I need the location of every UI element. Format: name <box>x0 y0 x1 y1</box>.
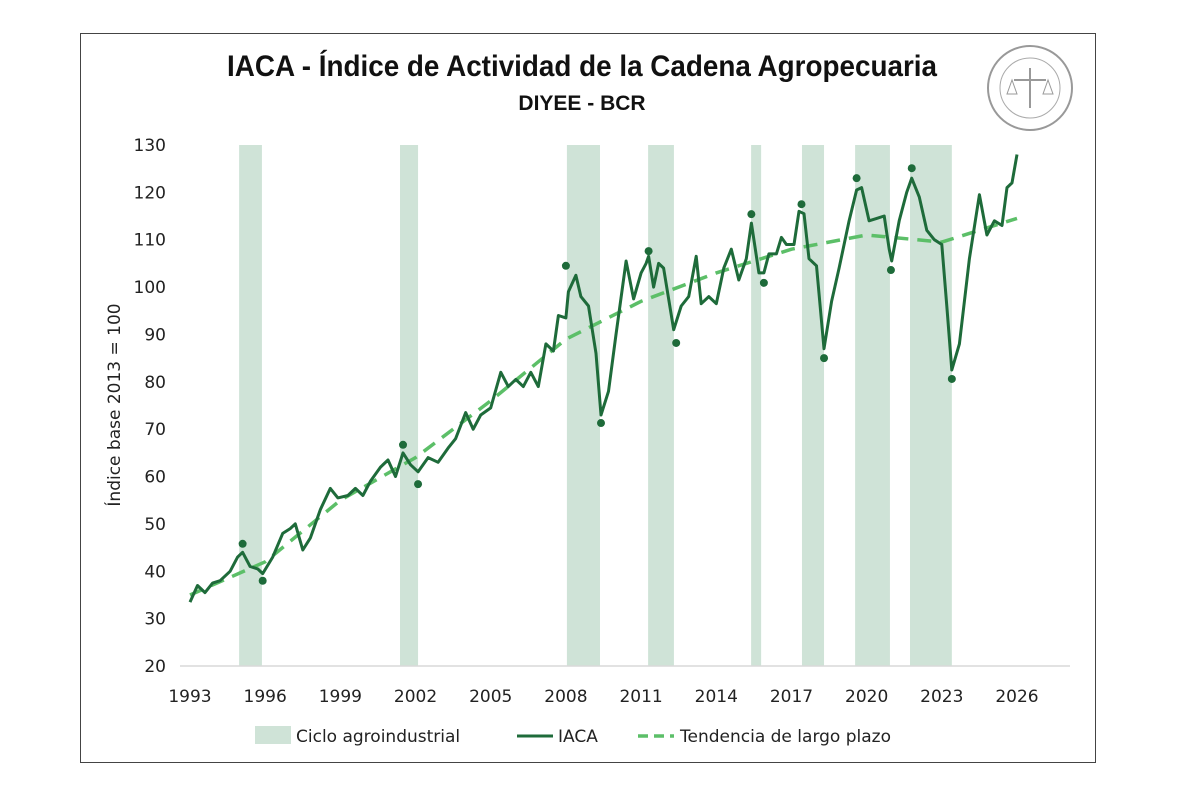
x-tick-label: 1999 <box>319 687 362 707</box>
y-tick-label: 120 <box>134 183 166 203</box>
legend-label-cycle: Ciclo agroindustrial <box>296 727 460 747</box>
y-tick-label: 90 <box>144 325 166 345</box>
x-tick-label: 2026 <box>995 687 1038 707</box>
turning-point-marker <box>907 164 916 173</box>
x-tick-label: 2002 <box>394 687 437 707</box>
x-tick-label: 2005 <box>469 687 512 707</box>
cycle-band <box>648 145 674 666</box>
x-tick-label: 1993 <box>168 687 211 707</box>
turning-point-marker <box>852 174 861 183</box>
legend-label-iaca: IACA <box>558 727 598 747</box>
y-tick-label: 80 <box>144 373 166 393</box>
y-tick-label: 20 <box>144 657 166 677</box>
y-tick-label: 70 <box>144 420 166 440</box>
turning-point-marker <box>399 440 408 449</box>
cycle-band <box>909 145 952 666</box>
legend: Ciclo agroindustrial IACA Tendencia de l… <box>255 726 891 747</box>
x-tick-label: 2017 <box>770 687 813 707</box>
turning-point-marker <box>258 576 267 585</box>
cycle-band <box>239 145 262 666</box>
legend-swatch-cycle <box>255 726 291 744</box>
turning-point-marker <box>759 278 768 287</box>
turning-point-marker <box>238 539 247 548</box>
turning-point-marker <box>820 354 829 363</box>
y-tick-label: 110 <box>134 231 166 251</box>
chart-subtitle: DIYEE - BCR <box>518 92 645 115</box>
y-tick-label: 60 <box>144 468 166 488</box>
legend-label-trend: Tendencia de largo plazo <box>679 727 891 747</box>
trend-line <box>189 216 1018 597</box>
cycle-band <box>400 145 419 666</box>
y-tick-label: 50 <box>144 515 166 535</box>
iaca-line <box>188 154 1019 603</box>
chart-frame <box>80 33 1096 763</box>
turning-point-marker <box>947 374 956 383</box>
y-tick-label: 130 <box>134 136 166 156</box>
cycle-band <box>566 145 600 666</box>
y-tick-label: 100 <box>134 278 166 298</box>
y-axis-label: Índice base 2013 = 100 <box>103 303 125 506</box>
x-tick-label: 2011 <box>619 687 662 707</box>
turning-point-marker <box>644 247 653 256</box>
y-tick-label: 30 <box>144 610 166 630</box>
turning-point-marker <box>672 338 681 347</box>
x-tick-label: 2020 <box>845 687 888 707</box>
turning-point-marker <box>797 200 806 209</box>
x-tick-label: 2008 <box>544 687 587 707</box>
y-tick-label: 40 <box>144 562 166 582</box>
turning-point-marker <box>747 210 756 219</box>
cycle-band <box>751 145 762 666</box>
chart-title: IACA - Índice de Actividad de la Cadena … <box>227 49 937 83</box>
cycle-band <box>855 145 890 666</box>
turning-point-marker <box>414 480 423 489</box>
turning-point-marker <box>596 419 605 428</box>
x-tick-label: 1996 <box>244 687 287 707</box>
turning-point-marker <box>886 266 895 275</box>
x-tick-label: 2014 <box>695 687 738 707</box>
bcr-logo <box>987 45 1073 131</box>
x-tick-label: 2023 <box>920 687 963 707</box>
turning-point-marker <box>561 261 570 270</box>
